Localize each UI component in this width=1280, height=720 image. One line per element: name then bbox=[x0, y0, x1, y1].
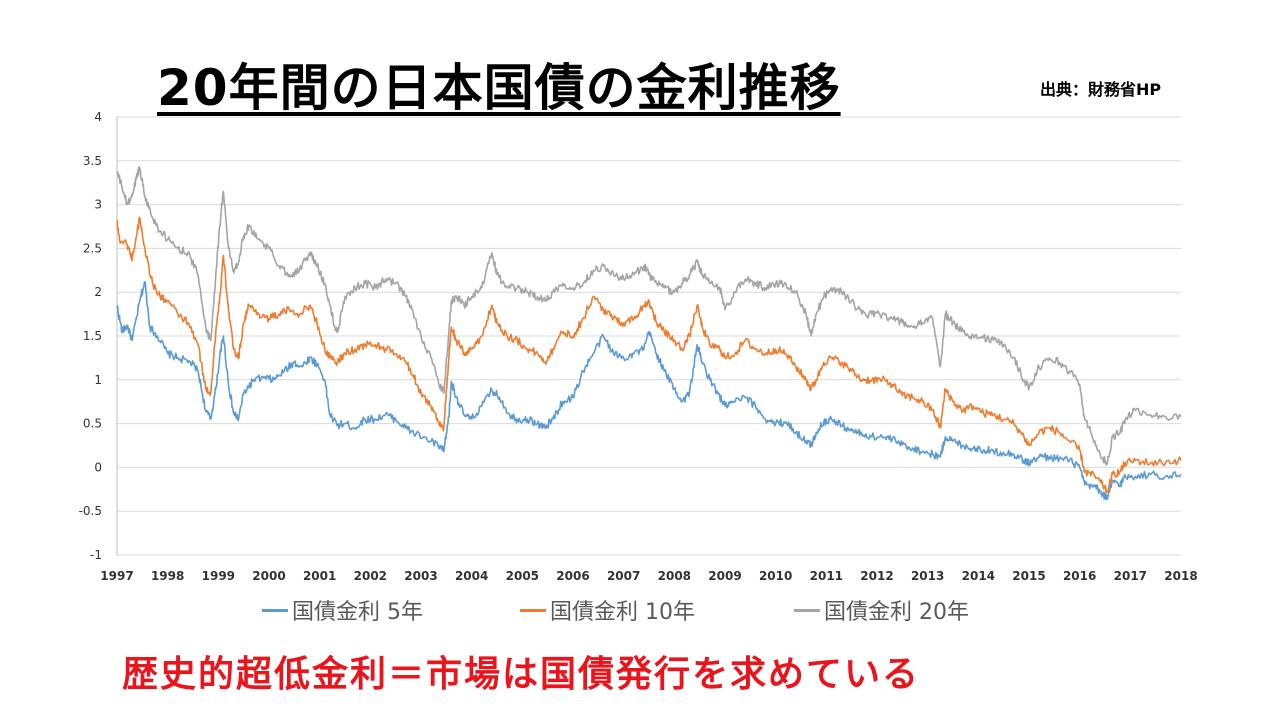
x-tick-label: 2008 bbox=[658, 569, 691, 583]
x-tick-label: 2003 bbox=[404, 569, 437, 583]
legend-label-20y: 国債金利 20年 bbox=[824, 600, 969, 625]
series-line-2 bbox=[116, 166, 1182, 466]
chart-grid bbox=[116, 116, 1181, 556]
legend-label-5y: 国債金利 5年 bbox=[292, 600, 423, 625]
series-line-1 bbox=[116, 216, 1182, 494]
y-tick-label: -1 bbox=[90, 548, 102, 562]
x-tick-label: 2006 bbox=[556, 569, 589, 583]
y-tick-label: 1 bbox=[94, 373, 102, 387]
y-tick-label: 2 bbox=[94, 285, 102, 299]
x-tick-label: 2013 bbox=[911, 569, 944, 583]
legend-item-10y: 国債金利 10年 bbox=[520, 594, 695, 626]
series-line-0 bbox=[116, 280, 1182, 501]
x-tick-label: 1998 bbox=[151, 569, 184, 583]
footnote-message: 歴史的超低金利＝市場は国債発行を求めている bbox=[122, 654, 921, 695]
x-tick-label: 2014 bbox=[962, 569, 995, 583]
page-title: 20年間の日本国債の金利推移 bbox=[157, 59, 841, 117]
y-tick-label: 3 bbox=[94, 198, 102, 212]
x-tick-label: 2001 bbox=[303, 569, 336, 583]
x-tick-label: 2011 bbox=[810, 569, 843, 583]
x-axis: 1997 1998 1999 2000 2001 2002 2003 2004 2005 2006… bbox=[100, 569, 1197, 583]
y-tick-label: 0 bbox=[94, 460, 102, 474]
x-tick-label: 1999 bbox=[202, 569, 235, 583]
x-tick-label: 2012 bbox=[860, 569, 893, 583]
legend-swatch-20y bbox=[794, 608, 820, 612]
x-tick-label: 2007 bbox=[607, 569, 640, 583]
legend-label-10y: 国債金利 10年 bbox=[550, 600, 695, 625]
y-tick-label: 1.5 bbox=[83, 329, 102, 343]
legend-swatch-5y bbox=[262, 608, 288, 612]
x-tick-label: 2018 bbox=[1164, 569, 1197, 583]
x-tick-label: 2010 bbox=[759, 569, 792, 583]
x-tick-label: 2015 bbox=[1012, 569, 1045, 583]
x-tick-label: 2016 bbox=[1063, 569, 1096, 583]
x-tick-label: 2004 bbox=[455, 569, 488, 583]
x-tick-label: 1997 bbox=[100, 569, 133, 583]
x-tick-label: 2005 bbox=[506, 569, 539, 583]
y-tick-label: 3.5 bbox=[83, 154, 102, 168]
y-tick-label: 2.5 bbox=[83, 241, 102, 255]
series-lines bbox=[116, 166, 1182, 501]
chart-legend: 国債金利 5年 国債金利 10年 国債金利 20年 bbox=[262, 594, 1162, 626]
x-tick-label: 2017 bbox=[1114, 569, 1147, 583]
legend-item-5y: 国債金利 5年 bbox=[262, 594, 423, 626]
legend-swatch-10y bbox=[520, 608, 546, 612]
y-tick-label: 4 bbox=[94, 110, 102, 124]
x-tick-label: 2000 bbox=[252, 569, 285, 583]
y-tick-label: 0.5 bbox=[83, 417, 102, 431]
legend-item-20y: 国債金利 20年 bbox=[794, 594, 969, 626]
y-tick-label: -0.5 bbox=[79, 504, 102, 518]
x-tick-label: 2009 bbox=[708, 569, 741, 583]
source-note: 出典：財務省HP bbox=[1040, 80, 1162, 99]
y-axis: 4 3.5 3 2.5 2 1.5 1 0.5 0 -0.5 -1 bbox=[79, 110, 102, 562]
x-tick-label: 2002 bbox=[354, 569, 387, 583]
